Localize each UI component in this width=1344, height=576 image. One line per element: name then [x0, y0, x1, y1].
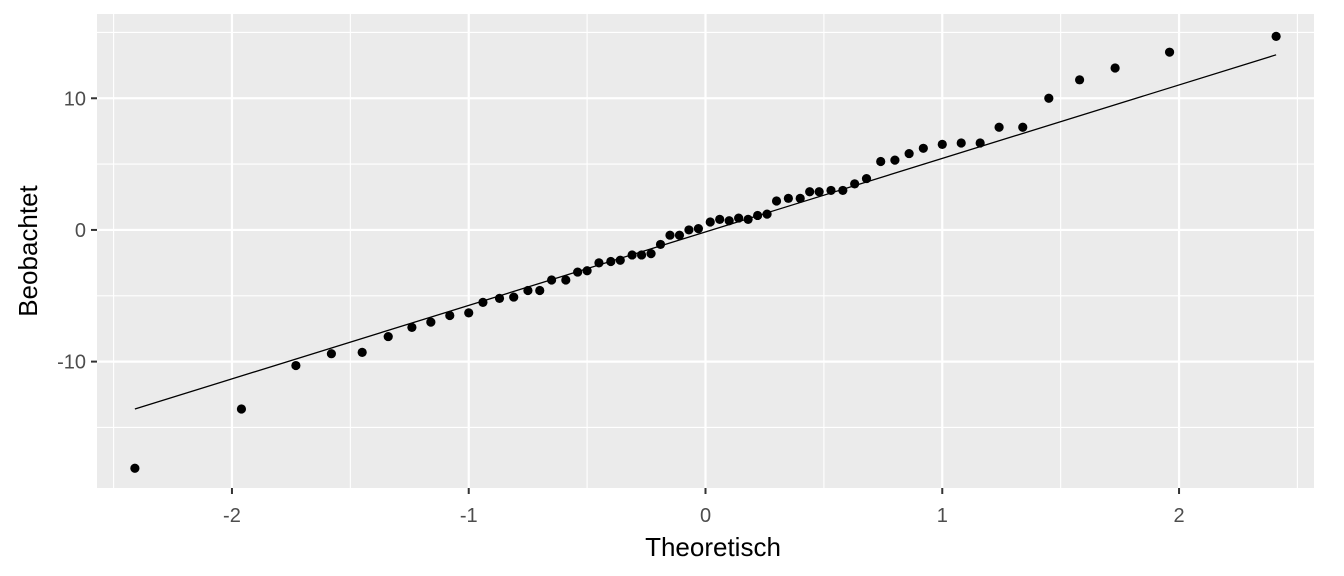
data-point [1074, 75, 1085, 85]
data-point [478, 297, 488, 307]
data-point [762, 209, 772, 219]
data-point [561, 275, 571, 285]
data-point [850, 179, 860, 189]
data-point [1018, 122, 1028, 132]
data-point [795, 193, 805, 203]
data-point [937, 139, 947, 149]
data-point [861, 173, 872, 184]
reference-line-group [134, 54, 1277, 410]
data-point [494, 293, 505, 303]
y-axis-title: Beobachtet [13, 184, 43, 316]
data-point [383, 331, 393, 342]
data-point [783, 193, 793, 203]
data-point [407, 322, 417, 332]
data-point [734, 213, 744, 223]
data-point [655, 239, 666, 250]
x-axis-title: Theoretisch [645, 532, 781, 562]
x-tick-label: -2 [223, 505, 241, 527]
data-point [535, 285, 545, 296]
data-point [975, 138, 985, 148]
x-tick-label: 0 [700, 505, 711, 527]
data-point [956, 138, 966, 148]
data-point [523, 285, 533, 296]
data-point [805, 187, 815, 197]
data-point [357, 347, 367, 357]
x-axis: -2 -1 0 1 2 [223, 488, 1185, 527]
x-tick-label: 1 [937, 505, 948, 527]
data-point [594, 258, 604, 268]
y-tick-label: 10 [64, 88, 86, 110]
data-point [464, 308, 474, 318]
data-point [130, 463, 140, 473]
data-point [573, 267, 583, 277]
data-point [994, 122, 1004, 132]
data-point [724, 216, 734, 226]
data-point [684, 225, 694, 235]
data-point [876, 156, 886, 167]
data-point [615, 255, 625, 265]
data-point [826, 185, 836, 196]
data-point [646, 249, 656, 259]
data-point [693, 224, 703, 234]
x-tick-label: 2 [1173, 505, 1184, 527]
data-point [752, 210, 763, 221]
data-point [1164, 47, 1175, 57]
data-point [715, 214, 725, 224]
data-point [1110, 63, 1120, 73]
data-points [130, 31, 1281, 473]
y-axis: -10 0 10 [57, 88, 97, 374]
reference-line [134, 54, 1277, 410]
data-point [636, 250, 647, 260]
x-tick-label: -1 [460, 505, 478, 527]
data-point [665, 230, 675, 240]
major-gridlines [97, 14, 1314, 488]
data-point [445, 310, 455, 321]
data-point [838, 185, 848, 196]
data-point [705, 217, 715, 227]
data-point [546, 275, 557, 285]
data-point [627, 250, 637, 260]
data-point [904, 148, 914, 159]
data-point [426, 317, 436, 327]
data-point [606, 256, 616, 267]
data-point [509, 292, 519, 302]
data-point [674, 230, 685, 240]
data-point [890, 155, 900, 165]
data-point [771, 196, 782, 206]
data-point [291, 360, 301, 371]
data-point [1044, 93, 1054, 103]
data-point [743, 214, 753, 224]
data-point [814, 187, 824, 197]
data-point [582, 266, 592, 276]
data-point [1271, 31, 1281, 41]
y-tick-label: -10 [57, 352, 86, 374]
y-tick-label: 0 [75, 220, 86, 242]
data-point [236, 404, 247, 414]
data-point [326, 349, 337, 359]
data-point [918, 143, 928, 153]
